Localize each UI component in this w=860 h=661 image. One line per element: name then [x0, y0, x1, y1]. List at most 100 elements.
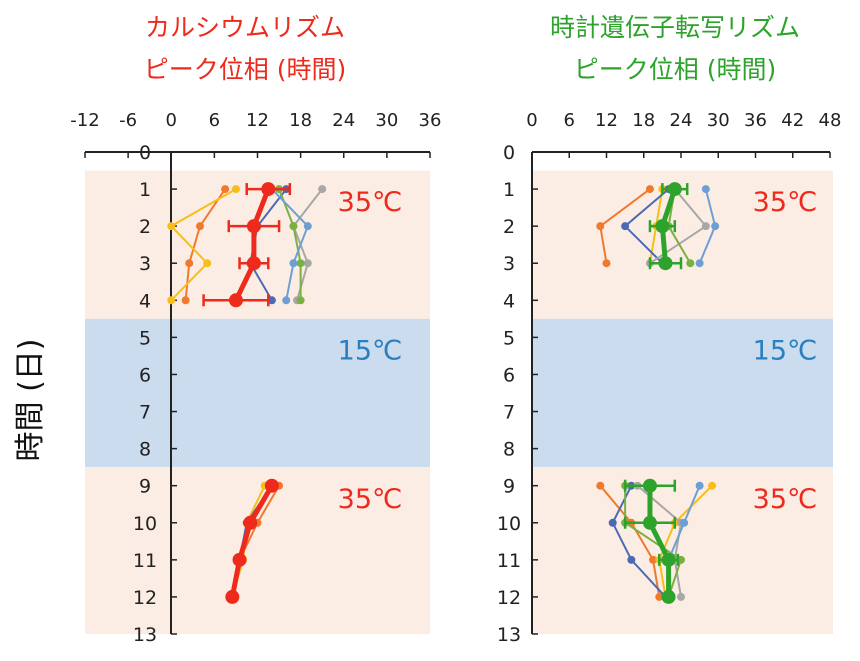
y-tick-label: 0	[503, 142, 515, 164]
series-line-1	[184, 188, 226, 301]
x-tick-label: 6	[564, 110, 575, 131]
y-tick-label: 5	[139, 327, 151, 349]
series-point	[627, 555, 636, 564]
series-point	[677, 592, 685, 601]
series-point	[167, 222, 176, 231]
temperature-band-warm-left	[85, 467, 171, 634]
chart-title-line-1: 時計遺伝子転写リズム	[550, 13, 800, 42]
series-line-2	[169, 188, 237, 302]
series-point	[711, 222, 720, 231]
series-point	[289, 222, 298, 231]
temperature-band-cold-left	[85, 318, 171, 468]
y-tick-label: 7	[503, 402, 515, 424]
y-tick-label: 9	[139, 476, 151, 498]
series-line-9	[611, 485, 667, 598]
series-line-6	[271, 188, 309, 301]
y-tick-label: 12	[133, 587, 157, 609]
series-point	[296, 296, 305, 305]
temperature-label: 15℃	[338, 336, 403, 367]
series-point	[708, 481, 717, 490]
x-tick-label: 24	[332, 110, 355, 131]
mean-point	[243, 515, 258, 530]
y-tick-label: 4	[139, 290, 151, 312]
series-point	[203, 259, 212, 268]
series-point	[695, 481, 704, 490]
mean-point	[264, 478, 279, 493]
chart-title-line-1: カルシウムリズム	[145, 13, 345, 42]
series-point	[602, 259, 611, 268]
y-tick-label: 11	[133, 550, 157, 572]
y-tick-label: 0	[139, 142, 151, 164]
mean-point	[642, 515, 657, 530]
x-tick-label: 48	[819, 110, 842, 131]
mean-point	[228, 293, 243, 308]
y-tick-label: 13	[497, 624, 521, 646]
series-point	[701, 222, 710, 231]
y-tick-label: 4	[503, 290, 515, 312]
x-tick-label: -6	[119, 110, 137, 131]
temperature-band-warm-left	[85, 170, 171, 319]
y-tick-label: 10	[133, 513, 157, 535]
temperature-band-warm	[171, 467, 430, 634]
series-point	[686, 259, 695, 268]
chart-title-line-2: ピーク位相 (時間)	[574, 55, 776, 84]
series-point	[167, 296, 176, 305]
series-point	[296, 259, 305, 268]
y-tick-label: 5	[503, 327, 515, 349]
x-tick-label: 12	[246, 110, 269, 131]
mean-point	[667, 182, 682, 197]
temperature-band-cold	[171, 318, 430, 468]
series-point	[645, 185, 654, 194]
mean-point	[246, 256, 261, 271]
y-tick-label: 6	[139, 364, 151, 386]
y-tick-label: 2	[139, 216, 151, 238]
y-tick-label: 1	[503, 179, 515, 201]
x-tick-label: 12	[595, 110, 618, 131]
temperature-label: 35℃	[753, 484, 818, 515]
x-tick-label: 18	[632, 110, 655, 131]
series-point	[318, 185, 327, 194]
y-tick-label: 3	[503, 253, 515, 275]
series-point	[695, 259, 704, 268]
temperature-band-warm	[532, 170, 833, 319]
y-tick-label: 13	[133, 624, 157, 646]
series-point	[267, 296, 276, 305]
x-tick-label: 30	[707, 110, 730, 131]
series-point	[608, 518, 617, 527]
mean-point	[642, 478, 657, 493]
mean-point	[246, 219, 261, 234]
series-point	[282, 296, 291, 305]
series-line-11	[624, 485, 683, 598]
temperature-label: 35℃	[338, 187, 403, 218]
series-point	[596, 481, 605, 490]
series-point	[196, 222, 204, 231]
mean-point	[658, 256, 673, 271]
mean-point	[232, 552, 247, 567]
mean-point	[655, 219, 670, 234]
x-tick-label: 6	[209, 110, 220, 131]
temperature-label: 35℃	[753, 187, 818, 218]
series-point	[221, 185, 230, 194]
series-point	[185, 259, 194, 268]
x-tick-label: 0	[526, 110, 537, 131]
series-point	[596, 222, 605, 231]
series-point	[181, 296, 190, 305]
mean-point	[661, 552, 676, 567]
temperature-band-warm	[532, 467, 833, 634]
mean-line-2	[229, 484, 275, 598]
x-tick-label: 36	[744, 110, 767, 131]
series-point	[655, 592, 664, 601]
mean-point	[261, 182, 276, 197]
chart-title-line-2: ピーク位相 (時間)	[144, 55, 346, 84]
mean-line-2	[647, 485, 672, 597]
series-line-8	[658, 484, 713, 598]
y-tick-label: 10	[497, 513, 521, 535]
x-tick-label: 42	[781, 110, 804, 131]
x-tick-label: 24	[670, 110, 693, 131]
series-point	[701, 185, 710, 194]
x-tick-label: 30	[375, 110, 398, 131]
